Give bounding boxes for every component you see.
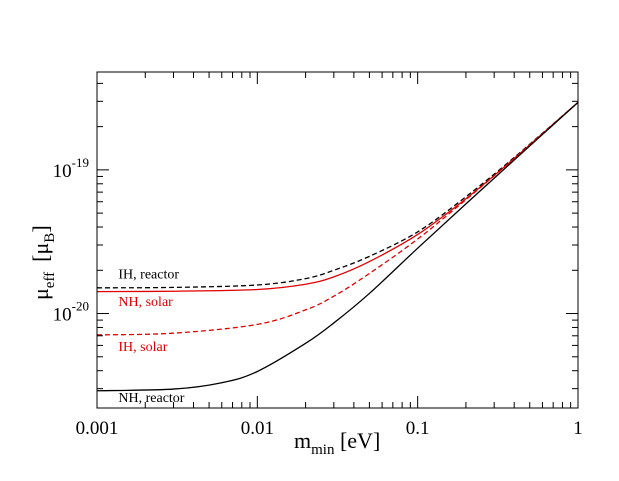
annotation-ih-solar: IH, solar [118, 340, 167, 355]
series-line-nh-solar [96, 101, 579, 293]
axis-ticks [96, 72, 579, 408]
x-tick-label: 0.01 [241, 418, 274, 439]
series-group [96, 101, 579, 392]
series-line-ih-solar [96, 101, 579, 336]
annotation-ih-reactor: IH, reactor [118, 268, 179, 283]
y-tick-label: 10-19 [53, 155, 89, 182]
y-axis-label: μeff[μB] [28, 225, 58, 300]
series-line-nh-reactor [96, 101, 579, 392]
x-tick-label: 0.1 [406, 418, 430, 439]
annotation-nh-reactor: NH, reactor [118, 391, 184, 406]
plot-frame [96, 71, 579, 409]
x-axis-label: mmin [eV] [294, 428, 380, 458]
svg-text:μeff[μB]: μeff[μB] [28, 225, 58, 300]
annotations: IH, reactor NH, solar IH, solar NH, reactor [118, 268, 184, 406]
y-tick-label: 10-20 [53, 299, 89, 326]
x-tick-label: 1 [573, 418, 583, 439]
series-line-ih-reactor [96, 101, 579, 289]
annotation-nh-solar: NH, solar [118, 295, 173, 310]
x-tick-label: 0.001 [76, 418, 119, 439]
tick-labels: 0.001 0.01 0.1 1 10-20 10-19 [53, 155, 583, 439]
